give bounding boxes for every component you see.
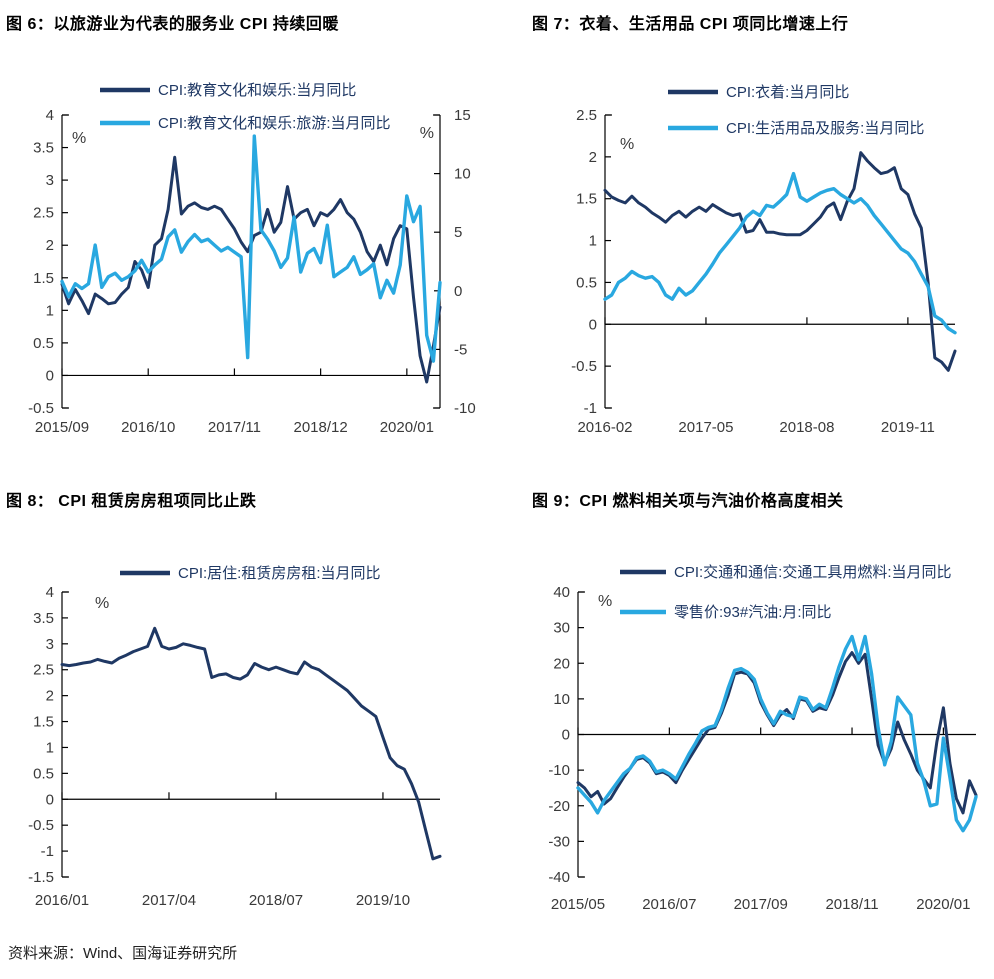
y-tick-label: 0.5 — [576, 274, 597, 291]
y-tick-label: 0 — [46, 791, 54, 808]
fig7-series-line-1 — [603, 171, 957, 335]
fig6-series-line-1 — [60, 134, 442, 363]
x-tick-label: 2016/07 — [642, 896, 696, 913]
source-note: 资料来源：Wind、国海证券研究所 — [8, 945, 238, 962]
fig9-series-line-1 — [576, 634, 978, 833]
x-tick-label: 2018/12 — [294, 419, 348, 436]
unit-label-left: % — [598, 593, 612, 610]
y-tick-label: -0.5 — [571, 358, 597, 375]
y-tick-label: -1 — [584, 400, 597, 417]
y-tick-label: 2 — [589, 149, 597, 166]
fig7-series-line-0 — [603, 151, 957, 372]
x-tick-label: 2018-08 — [779, 419, 834, 436]
y-tick-label: 10 — [553, 691, 570, 708]
y-tick-label: -0.5 — [28, 400, 54, 417]
fig7-plot: 2.5 2 1.5 1 0.5 0 -0.5 -1 2016-02 2017-05 2018-08 2… — [571, 84, 957, 436]
x-tick-label: 2017/11 — [208, 419, 261, 436]
unit-label-left: % — [620, 136, 634, 153]
y-tick-label: 3.5 — [33, 610, 54, 627]
fig8-series-line-0 — [60, 626, 442, 861]
x-tick-label: 2015/05 — [551, 896, 605, 913]
x-tick-label: 2019/10 — [356, 892, 410, 909]
x-tick-label: 2016/01 — [35, 892, 89, 909]
y-tick-label: -0.5 — [28, 817, 54, 834]
legend-label: CPI:衣着:当月同比 — [726, 84, 849, 101]
x-tick-label: 2017/09 — [734, 896, 788, 913]
y-tick-label-right: 5 — [454, 224, 462, 241]
x-tick-label: 2015/09 — [35, 419, 89, 436]
y-tick-label: 1.5 — [33, 270, 54, 287]
y-tick-label: 1 — [589, 233, 597, 250]
legend-label: CPI:生活用品及服务:当月同比 — [726, 120, 924, 137]
x-tick-label: 2017/04 — [142, 892, 196, 909]
x-tick-label: 2020/01 — [916, 896, 970, 913]
y-tick-label: 1.5 — [576, 191, 597, 208]
y-tick-label-right: 15 — [454, 107, 471, 124]
x-tick-label: 2018/07 — [249, 892, 303, 909]
y-tick-label: 2.5 — [576, 107, 597, 124]
y-tick-label: 0 — [562, 727, 570, 744]
legend-label: CPI:居住:租赁房房租:当月同比 — [178, 565, 381, 582]
y-tick-label: 2.5 — [33, 205, 54, 222]
y-tick-label: -1.5 — [28, 869, 54, 886]
fig9-series-line-0 — [576, 651, 978, 815]
y-tick-label: 30 — [553, 620, 570, 637]
legend-label: CPI:交通和通信:交通工具用燃料:当月同比 — [674, 563, 952, 581]
y-tick-label: 20 — [553, 655, 570, 672]
y-tick-label: 1.5 — [33, 714, 54, 731]
y-tick-label: -20 — [548, 798, 570, 815]
y-tick-label: 2 — [46, 688, 54, 705]
x-tick-label: 2020/01 — [380, 419, 434, 436]
x-tick-label: 2018/11 — [825, 896, 878, 913]
y-tick-label: 1 — [46, 739, 54, 756]
legend-label: 零售价:93#汽油:月:同比 — [674, 604, 832, 621]
figure6-title: 图 6：以旅游业为代表的服务业 CPI 持续回暖 — [6, 16, 339, 33]
y-tick-label: -40 — [548, 869, 570, 886]
y-tick-label: 0 — [589, 316, 597, 333]
figure7-title: 图 7：衣着、生活用品 CPI 项同比增速上行 — [532, 16, 849, 33]
legend-label: CPI:教育文化和娱乐:旅游:当月同比 — [158, 115, 391, 132]
y-tick-label: -10 — [548, 762, 570, 779]
x-tick-label: 2017-05 — [678, 419, 733, 436]
unit-label-right: % — [420, 125, 434, 142]
x-tick-label: 2016/10 — [121, 419, 175, 436]
y-tick-label: 3.5 — [33, 140, 54, 157]
y-tick-label-right: -5 — [454, 341, 467, 358]
y-tick-label: 4 — [46, 584, 54, 601]
y-tick-label: 0.5 — [33, 765, 54, 782]
y-tick-label-right: 10 — [454, 166, 471, 183]
y-tick-label: 4 — [46, 107, 54, 124]
legend-label: CPI:教育文化和娱乐:当月同比 — [158, 82, 356, 99]
x-tick-label: 2019-11 — [881, 419, 935, 436]
y-tick-label-right: -10 — [454, 400, 476, 417]
y-tick-label: -1 — [41, 843, 54, 860]
y-tick-label: 0.5 — [33, 335, 54, 352]
figure9-title: 图 9：CPI 燃料相关项与汽油价格高度相关 — [532, 493, 844, 510]
unit-label-left: % — [72, 130, 86, 147]
y-tick-label: -30 — [548, 833, 570, 850]
fig8-plot: 4 3.5 3 2.5 2 1.5 1 0.5 0 -0.5 -1 -1.5 2016/01 2017/0… — [28, 565, 442, 909]
y-tick-label: 3 — [46, 636, 54, 653]
x-tick-label: 2016-02 — [577, 419, 632, 436]
unit-label-left: % — [95, 595, 109, 612]
y-tick-label: 3 — [46, 172, 54, 189]
figure8-title: 图 8： CPI 租赁房房租项同比止跌 — [6, 493, 257, 510]
y-tick-label: 0 — [46, 367, 54, 384]
fig6-plot: 4 3.5 3 2.5 2 1.5 1 0.5 0 -0.5 15 10 5 0 -5 -10 2015/09 2… — [28, 82, 476, 436]
y-tick-label: 40 — [553, 584, 570, 601]
fig9-plot: 40 30 20 10 0 -10 -20 -30 -40 2015/05 2016/07 2017/… — [548, 563, 978, 913]
y-tick-label: 2 — [46, 237, 54, 254]
y-tick-label-right: 0 — [454, 283, 462, 300]
y-tick-label: 1 — [46, 302, 54, 319]
y-tick-label: 2.5 — [33, 662, 54, 679]
